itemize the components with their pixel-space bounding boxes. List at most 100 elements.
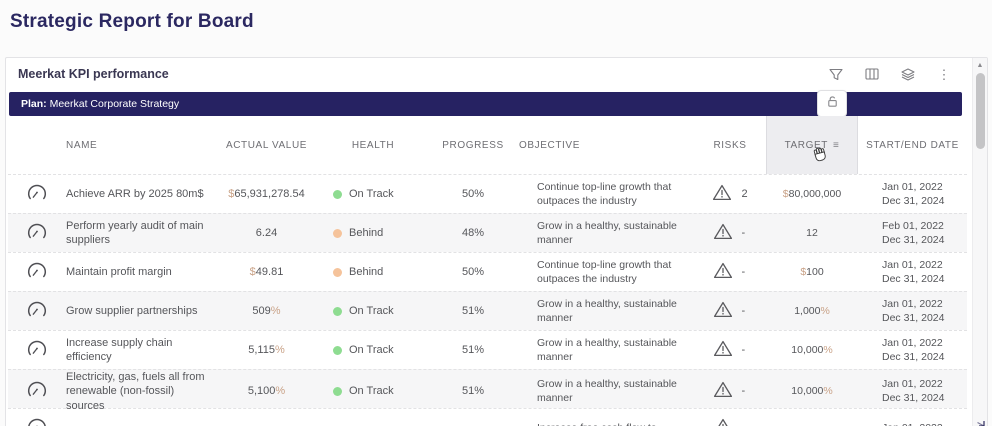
scroll-up-arrow-icon[interactable]: ▲ [976,62,984,69]
kpi-table: NAME ACTUAL VALUE HEALTH PROGRESS OBJECT… [8,116,967,426]
row-icon-cell [8,381,66,401]
risk-count: - [741,385,746,398]
row-icon-cell [8,223,66,243]
kpi-progress: 51% [461,305,485,317]
resize-grip-icon[interactable] [976,414,985,426]
actual-unit-suffix: % [275,385,286,398]
row-icon-cell [8,340,66,360]
end-date: Dec 31, 2024 [882,234,945,246]
column-header-risks[interactable]: RISKS [713,139,747,151]
table-body: Achieve ARR by 2025 80m$ $65,931,278.54 … [8,174,967,426]
end-date: Dec 31, 2024 [882,392,945,405]
row-icon-cell [8,184,66,204]
kpi-target: 10,000% [766,344,858,356]
health-label: On Track [349,305,394,317]
kpi-target: 10,000% [766,385,858,397]
kpi-name[interactable]: Grow supplier partnerships [66,304,198,317]
table-row[interactable]: Grow supplier partnerships 509% On Track… [8,291,967,330]
column-header-start-end-date[interactable]: START/END DATE [866,139,959,151]
start-date: Feb 01, 2022 [882,219,944,232]
column-header-target[interactable]: TARGET ≡ [766,116,858,174]
column-header-name[interactable]: NAME [66,139,98,151]
table-row[interactable]: Increase supply chain efficiency 5,115% … [8,330,967,369]
gauge-icon [26,301,48,321]
table-row[interactable]: Electricity, gas, fuels all from renewab… [8,369,967,412]
table-row[interactable]: Maintain profit margin $49.81 Behind 50%… [8,252,967,291]
kpi-objective: Grow in a healthy, sustainable manner [537,378,677,405]
gauge-icon [26,381,48,401]
scrollbar-thumb[interactable] [976,73,985,149]
kpi-target: $80,000,000 [766,188,858,200]
end-date: Dec 31, 2024 [882,312,945,324]
column-menu-icon[interactable]: ≡ [832,139,840,151]
kpi-risks[interactable] [694,418,766,426]
kpi-actual-value: 6.24 [214,227,319,239]
warning-triangle-icon [713,262,733,282]
kpi-dates: Jan 01, 2022 Dec 31, 2024 [858,377,967,405]
risk-count: - [741,344,746,356]
columns-icon[interactable] [863,66,881,82]
risk-count: 2 [741,188,748,200]
unlock-button[interactable] [817,90,847,117]
actual-number: 5,100 [247,385,276,398]
health-dot [333,306,342,316]
row-icon-cell [8,301,66,321]
kpi-progress: 48% [461,227,485,239]
column-header-actual-value[interactable]: ACTUAL VALUE [225,139,308,151]
start-date: Jan 01, 2022 [882,258,943,271]
kpi-progress: 51% [461,344,485,356]
column-header-progress[interactable]: PROGRESS [442,139,504,151]
target-unit-prefix: $ [800,266,807,278]
kpi-risks[interactable]: - [694,301,766,321]
kpi-dates: Jan 01, 2022 [858,421,967,426]
panel-title: Meerkat KPI performance [18,67,169,81]
table-row[interactable]: Perform yearly audit of main suppliers 6… [8,213,967,252]
kpi-name[interactable]: Increase supply chain efficiency [66,336,173,363]
kpi-performance-panel: Meerkat KPI performance [5,57,988,426]
table-row[interactable]: Increase free cash flow to Jan 01, 2022 [8,408,967,426]
layers-icon[interactable] [899,66,917,82]
kpi-dates: Jan 01, 2022 Dec 31, 2024 [858,258,967,286]
start-date: Jan 01, 2022 [882,180,943,193]
actual-unit-prefix: $ [249,266,256,278]
health-label: On Track [349,344,394,356]
target-header-label: TARGET [784,139,828,151]
health-label: Behind [349,266,384,278]
target-number: 10,000 [791,385,824,398]
kpi-target: 1,000% [766,305,858,317]
kpi-name[interactable]: Achieve ARR by 2025 80m$ [66,187,204,200]
row-icon-cell [8,262,66,282]
kpi-risks[interactable]: - [694,223,766,243]
kpi-risks[interactable]: - [694,340,766,360]
table-header-row: NAME ACTUAL VALUE HEALTH PROGRESS OBJECT… [8,116,967,174]
column-header-health[interactable]: HEALTH [351,139,395,151]
kpi-actual-value: $65,931,278.54 [214,188,319,200]
kpi-risks[interactable]: - [694,381,766,401]
table-row[interactable]: Achieve ARR by 2025 80m$ $65,931,278.54 … [8,174,967,213]
kpi-risks[interactable]: - [694,262,766,282]
target-number: 100 [806,266,824,278]
health-label: Behind [349,227,384,239]
target-number: 80,000,000 [788,188,842,200]
vertical-scrollbar[interactable]: ▲ [972,58,987,426]
kpi-actual-value: 5,100% [214,385,319,397]
kpi-name[interactable]: Electricity, gas, fuels all from renewab… [66,371,205,412]
target-unit-suffix: % [823,344,833,356]
filter-icon[interactable] [827,66,845,82]
actual-number: 65,931,278.54 [234,188,305,200]
kpi-name[interactable]: Maintain profit margin [66,265,172,278]
column-header-objective[interactable]: OBJECTIVE [519,139,580,151]
health-dot [333,386,342,396]
kebab-menu-icon[interactable]: ⋮ [937,66,951,82]
kpi-health: On Track [319,344,427,356]
warning-triangle-icon [713,340,733,360]
kpi-risks[interactable]: 2 [694,184,766,204]
kpi-name[interactable]: Perform yearly audit of main suppliers [66,219,204,246]
end-date: Dec 31, 2024 [882,351,945,363]
target-unit-prefix: $ [782,188,789,200]
health-dot [333,345,342,355]
kpi-objective: Continue top-line growth that outpaces t… [537,180,672,207]
end-date: Dec 31, 2024 [882,273,945,285]
kpi-target: $100 [766,266,858,278]
warning-triangle-icon [713,301,733,321]
